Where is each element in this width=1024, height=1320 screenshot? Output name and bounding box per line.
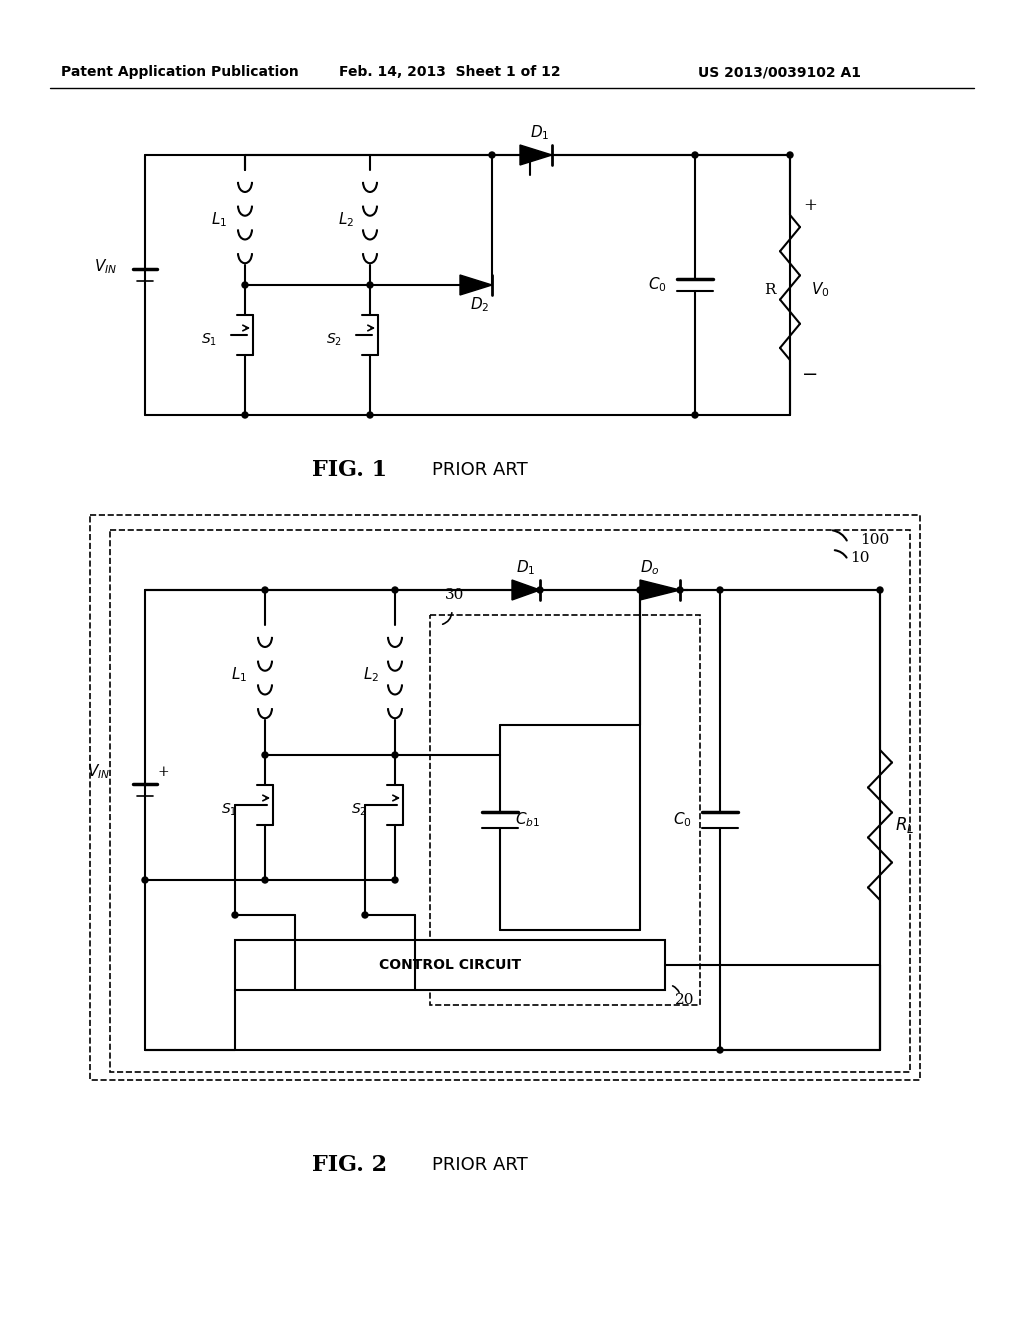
Text: $V_{IN}$: $V_{IN}$: [94, 257, 117, 276]
Circle shape: [717, 587, 723, 593]
Text: PRIOR ART: PRIOR ART: [432, 461, 528, 479]
Circle shape: [367, 282, 373, 288]
Text: FIG. 1: FIG. 1: [312, 459, 387, 480]
Text: $D_1$: $D_1$: [516, 558, 536, 577]
Circle shape: [262, 876, 268, 883]
Bar: [430, 615, 700, 1005]
Bar: [234, 940, 665, 990]
Text: CONTROL CIRCUIT: CONTROL CIRCUIT: [379, 958, 521, 972]
Text: $L_1$: $L_1$: [211, 211, 227, 230]
Polygon shape: [520, 145, 552, 165]
Text: $V_0$: $V_0$: [811, 281, 829, 300]
Text: 30: 30: [445, 587, 465, 602]
Text: $D_o$: $D_o$: [640, 558, 659, 577]
Text: Feb. 14, 2013  Sheet 1 of 12: Feb. 14, 2013 Sheet 1 of 12: [339, 65, 561, 79]
Circle shape: [392, 752, 398, 758]
Text: $V_{IN}$: $V_{IN}$: [87, 763, 110, 781]
Text: 20: 20: [675, 993, 694, 1007]
Text: +: +: [803, 197, 817, 214]
Text: $C_0$: $C_0$: [673, 810, 692, 829]
Circle shape: [242, 282, 248, 288]
Polygon shape: [460, 275, 492, 294]
Circle shape: [717, 1047, 723, 1053]
Text: 10: 10: [850, 550, 869, 565]
Bar: [90, 515, 920, 1080]
Circle shape: [242, 412, 248, 418]
Text: PRIOR ART: PRIOR ART: [432, 1156, 528, 1173]
Text: $L_1$: $L_1$: [230, 665, 247, 684]
Text: $S_1$: $S_1$: [201, 331, 217, 348]
Text: Patent Application Publication: Patent Application Publication: [61, 65, 299, 79]
Text: $S_2$: $S_2$: [326, 331, 342, 348]
Text: $L_2$: $L_2$: [362, 665, 379, 684]
Polygon shape: [640, 579, 680, 601]
Circle shape: [637, 587, 643, 593]
Circle shape: [392, 876, 398, 883]
Bar: [110, 531, 910, 1072]
Text: $R_L$: $R_L$: [895, 814, 914, 836]
Circle shape: [142, 876, 148, 883]
Text: FIG. 2: FIG. 2: [312, 1154, 387, 1176]
Circle shape: [262, 587, 268, 593]
Text: R: R: [765, 282, 776, 297]
Circle shape: [787, 152, 793, 158]
Text: −: −: [802, 366, 818, 384]
Circle shape: [537, 587, 543, 593]
Circle shape: [232, 912, 238, 917]
Text: 100: 100: [860, 533, 889, 546]
Circle shape: [677, 587, 683, 593]
Text: +: +: [158, 766, 169, 779]
Text: $S_1$: $S_1$: [221, 801, 237, 818]
Text: $S_2$: $S_2$: [351, 801, 367, 818]
Circle shape: [392, 587, 398, 593]
Circle shape: [362, 912, 368, 917]
Circle shape: [692, 412, 698, 418]
Text: $C_{b1}$: $C_{b1}$: [515, 810, 541, 829]
Circle shape: [489, 152, 495, 158]
Polygon shape: [512, 579, 540, 601]
Circle shape: [367, 412, 373, 418]
Circle shape: [692, 152, 698, 158]
Text: $L_2$: $L_2$: [338, 211, 354, 230]
Circle shape: [262, 752, 268, 758]
Circle shape: [877, 587, 883, 593]
Text: $D_1$: $D_1$: [530, 124, 550, 143]
Text: $D_2$: $D_2$: [470, 296, 489, 314]
Text: US 2013/0039102 A1: US 2013/0039102 A1: [698, 65, 861, 79]
Text: $C_0$: $C_0$: [648, 276, 667, 294]
